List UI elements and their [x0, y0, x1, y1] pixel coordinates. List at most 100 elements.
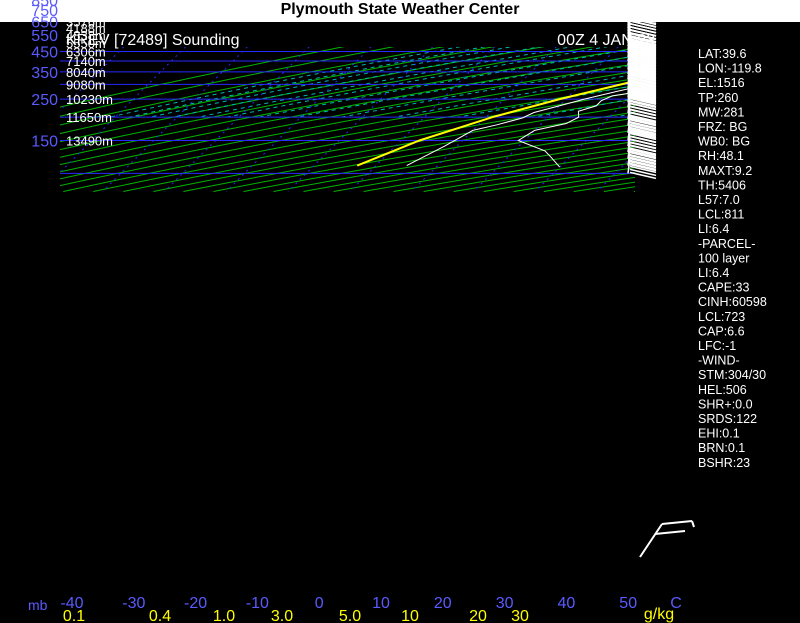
- mixing-ratio-tick-label: 10: [401, 608, 419, 623]
- temperature-tick-label: 30: [496, 595, 514, 612]
- dry-adiabat: [60, 47, 495, 135]
- wind-barb-flag: [629, 26, 657, 34]
- chart-background: [0, 22, 800, 623]
- mixing-ratio-tick-label: 5.0: [339, 608, 361, 623]
- height-label: 9080m: [66, 77, 106, 92]
- wind-barb-flag: [629, 111, 657, 120]
- wind-barb-flag: [629, 36, 657, 45]
- isotherm: [60, 47, 125, 112]
- wind-barb-flag: [629, 160, 657, 169]
- parcel-line: [356, 80, 635, 167]
- wind-barb-flag: [629, 129, 657, 137]
- mixing-ratio-tick-label: 0.4: [149, 608, 171, 623]
- dry-adiabat: [60, 47, 596, 151]
- stat-line: LI:6.4: [698, 222, 729, 236]
- wind-barb-flag: [691, 520, 695, 528]
- isotherm: [349, 47, 496, 192]
- height-label: 3576m: [66, 15, 106, 30]
- wind-barb-flag: [629, 70, 657, 79]
- moist-adiabat: [149, 47, 513, 118]
- wind-barb-flag: [629, 168, 657, 177]
- wind-barb-flag: [629, 77, 657, 86]
- wind-barb-flag: [629, 147, 657, 156]
- wind-barb-flag: [629, 67, 657, 76]
- wind-barb-flag: [629, 16, 657, 25]
- wind-barb-flag: [629, 150, 657, 159]
- mixing-ratio-tick-label: 30: [511, 608, 529, 623]
- stat-line: LCL:811: [698, 208, 744, 222]
- height-label: 2455m: [66, 3, 106, 18]
- temperature-tick-label: 50: [619, 595, 637, 612]
- background-grid: [60, 47, 635, 192]
- wind-barb-flag: [629, 3, 657, 12]
- wind-barb-flag: [629, 46, 657, 54]
- wind-barb-flag: [629, 1, 657, 9]
- stat-line: SRDS:122: [698, 412, 757, 426]
- dry-adiabat: [60, 70, 635, 180]
- stat-line: BSHR:23: [698, 456, 750, 470]
- pressure-tick-label: 850: [31, 0, 58, 10]
- mixing-ratio-tick-label: 20: [469, 608, 487, 623]
- wind-barb-flag: [629, 162, 657, 171]
- temperature-tick-label: -20: [184, 595, 207, 612]
- stat-line: -PARCEL-: [698, 237, 755, 251]
- stat-line: LFC:-1: [698, 339, 736, 353]
- wind-barb-flag: [629, 14, 657, 22]
- temperature-tick-label: 0: [315, 595, 324, 612]
- temperature-tick-label: -40: [60, 595, 83, 612]
- wind-barb-flag: [629, 47, 657, 55]
- pressure-unit-label: mb: [28, 597, 48, 613]
- dry-adiabat: [60, 47, 635, 158]
- wind-barb-flag: [629, 57, 657, 65]
- wind-barb-flag: [629, 119, 657, 127]
- wind-barb-flag: [629, 108, 657, 117]
- stat-line: L57:7.0: [698, 193, 740, 207]
- wind-barb-flag: [629, 122, 657, 130]
- wind-barb-flag: [629, 82, 657, 90]
- stat-line: BRN:0.1: [698, 441, 745, 455]
- wind-barb-flag: [629, 163, 657, 172]
- pressure-tick-label: 750: [31, 3, 58, 20]
- stat-line: TP:260: [698, 91, 738, 105]
- mixing-ratio-tick-label: 3.0: [271, 608, 293, 623]
- dry-adiabat: [60, 47, 545, 143]
- stat-line: LAT:39.6: [698, 47, 746, 61]
- wind-barb-flag: [629, 151, 657, 160]
- wind-barb-flag: [629, 43, 657, 51]
- wind-barb-flag: [629, 22, 657, 31]
- wind-barb-staff: [627, 157, 631, 174]
- pressure-tick-label: 550: [31, 28, 58, 45]
- stat-line: LON:-119.8: [698, 62, 762, 76]
- mixing-ratio-tick-label: 0.1: [63, 608, 85, 623]
- temperature-tick-label: -30: [122, 595, 145, 612]
- stat-line: FRZ: BG: [698, 120, 747, 134]
- page-title: Plymouth State Weather Center: [280, 1, 520, 18]
- temperature-tick-label: -10: [246, 595, 269, 612]
- pressure-tick-label: 250: [31, 92, 58, 109]
- height-label: 8040m: [66, 65, 106, 80]
- wind-barb-flag: [661, 520, 693, 525]
- height-label: 5550m: [66, 36, 106, 51]
- wind-barb-flag: [629, 79, 657, 87]
- isotherm: [411, 47, 557, 192]
- wind-barb-flag: [629, 138, 657, 146]
- moist-adiabat: [109, 47, 462, 118]
- stat-line: MW:281: [698, 105, 744, 119]
- stat-line: SHR+:0.0: [698, 397, 753, 411]
- wind-barb-flag: [629, 8, 657, 17]
- wind-barb: [627, 85, 657, 109]
- temperature-tick-label: 20: [434, 595, 452, 612]
- stat-line: EHI:0.1: [698, 427, 740, 441]
- header: Plymouth State Weather Center: [0, 0, 800, 22]
- height-label: 13490m: [66, 134, 113, 149]
- mixing-ratio-unit-label: g/kg: [644, 606, 674, 623]
- wind-barb-flag: [629, 125, 657, 133]
- moist-adiabat: [128, 47, 487, 118]
- wind-barb-large: [639, 520, 695, 558]
- wind-barb-flag: [629, 99, 657, 107]
- pressure-tick-label: 650: [31, 15, 58, 32]
- pressure-tick-label: 350: [31, 65, 58, 82]
- wind-barb-flag: [629, 96, 657, 104]
- wind-barb-flag: [629, 66, 657, 74]
